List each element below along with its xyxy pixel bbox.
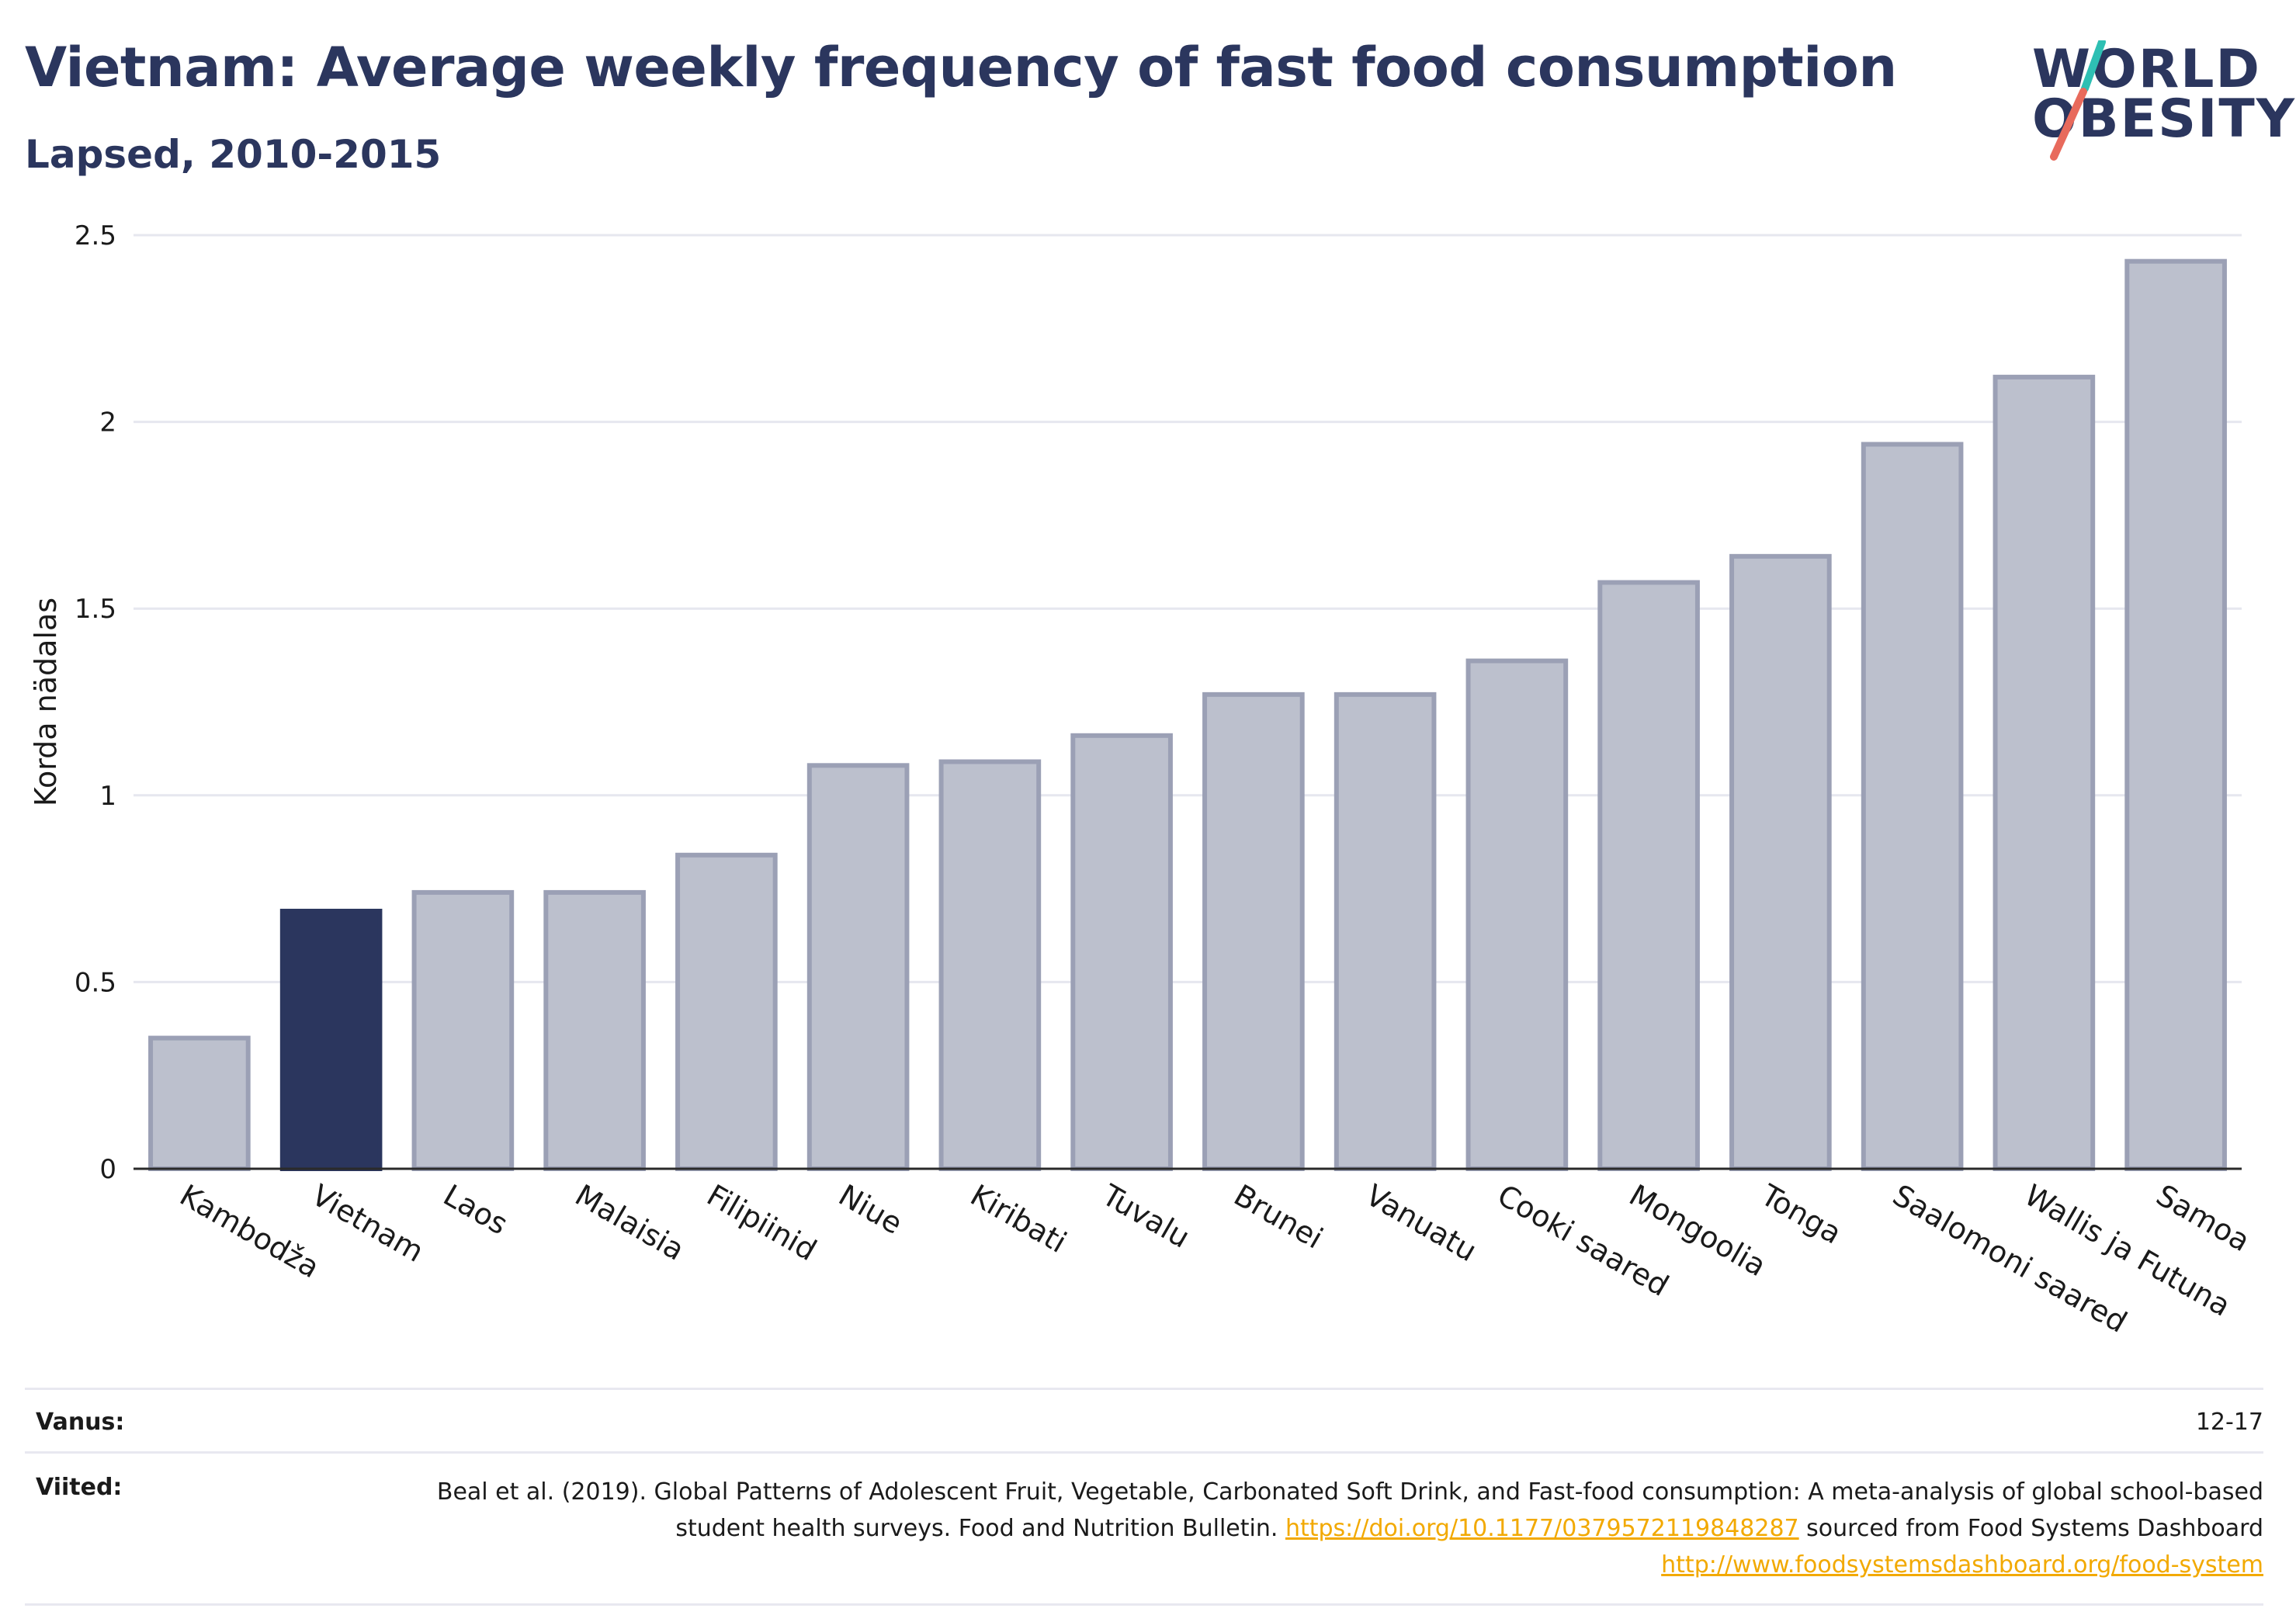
x-tick-label: Filipiinid	[701, 1178, 822, 1267]
reference-citation: Beal et al. (2019). Global Patterns of A…	[436, 1478, 2263, 1542]
x-tick-label: Malaisia	[570, 1178, 690, 1267]
bar	[148, 1035, 251, 1171]
bar	[543, 889, 646, 1171]
bar	[938, 759, 1042, 1171]
chart-footer: Vanus: 12-17 Viited: Beal et al. (2019).…	[25, 1388, 2263, 1606]
y-tick-labels: 0 0.5 1 1.5 2 2.5	[75, 220, 116, 1185]
references-row: Viited: Beal et al. (2019). Global Patte…	[25, 1451, 2263, 1606]
x-tick-label: Brunei	[1228, 1178, 1328, 1256]
bar	[1597, 580, 1700, 1171]
y-tick-label: 1.5	[75, 594, 116, 625]
reference-dashboard-link[interactable]: http://www.foodsystemsdashboard.org/food…	[1661, 1551, 2263, 1579]
logo-slash-icon	[2050, 40, 2106, 161]
x-tick-label: Tonga	[1755, 1177, 1847, 1250]
bar	[675, 852, 778, 1171]
chart-subtitle: Lapsed, 2010-2015	[25, 132, 442, 177]
y-tick-label: 0	[99, 1154, 116, 1185]
bar	[1861, 442, 1964, 1171]
x-tick-label: Niue	[833, 1178, 908, 1241]
references-text: Beal et al. (2019). Global Patterns of A…	[401, 1474, 2263, 1583]
y-tick-label: 2	[99, 407, 116, 438]
y-axis-title: Korda nädalas	[29, 598, 63, 806]
x-tick-label: Tuvalu	[1096, 1177, 1195, 1255]
bar	[1334, 691, 1437, 1171]
x-tick-label: Kiribati	[965, 1178, 1073, 1260]
world-obesity-logo: WORLD OBESITY	[2026, 39, 2294, 165]
bar	[411, 889, 515, 1171]
bar	[1070, 733, 1173, 1171]
chart-title: Vietnam: Average weekly frequency of fas…	[25, 36, 1897, 99]
x-tick-label: Kambodža	[174, 1178, 325, 1285]
x-tick-label: Samoa	[2151, 1178, 2256, 1259]
bar	[806, 763, 910, 1171]
logo-line-1: WORLD	[2032, 39, 2261, 100]
y-tick-label: 2.5	[75, 220, 116, 251]
bar	[279, 908, 383, 1172]
reference-source: sourced from Food Systems Dashboard	[1806, 1515, 2263, 1542]
x-tick-label: Laos	[438, 1178, 514, 1242]
bar	[2124, 258, 2227, 1172]
age-value: 12-17	[2195, 1409, 2263, 1436]
x-tick-label: Saalomoni saared	[1887, 1178, 2133, 1340]
x-tick-label: Vanuatu	[1360, 1178, 1483, 1268]
y-tick-label: 1	[99, 781, 116, 812]
references-label: Viited:	[36, 1474, 123, 1501]
age-label: Vanus:	[36, 1409, 125, 1436]
bar	[1202, 691, 1305, 1171]
age-row: Vanus: 12-17	[25, 1388, 2263, 1451]
y-tick-label: 0.5	[75, 967, 116, 998]
bar	[1465, 658, 1569, 1171]
bars	[148, 258, 2227, 1172]
reference-doi-link[interactable]: https://doi.org/10.1177/0379572119848287	[1285, 1515, 1799, 1542]
bar	[1729, 553, 1832, 1171]
bar	[1993, 374, 2096, 1171]
